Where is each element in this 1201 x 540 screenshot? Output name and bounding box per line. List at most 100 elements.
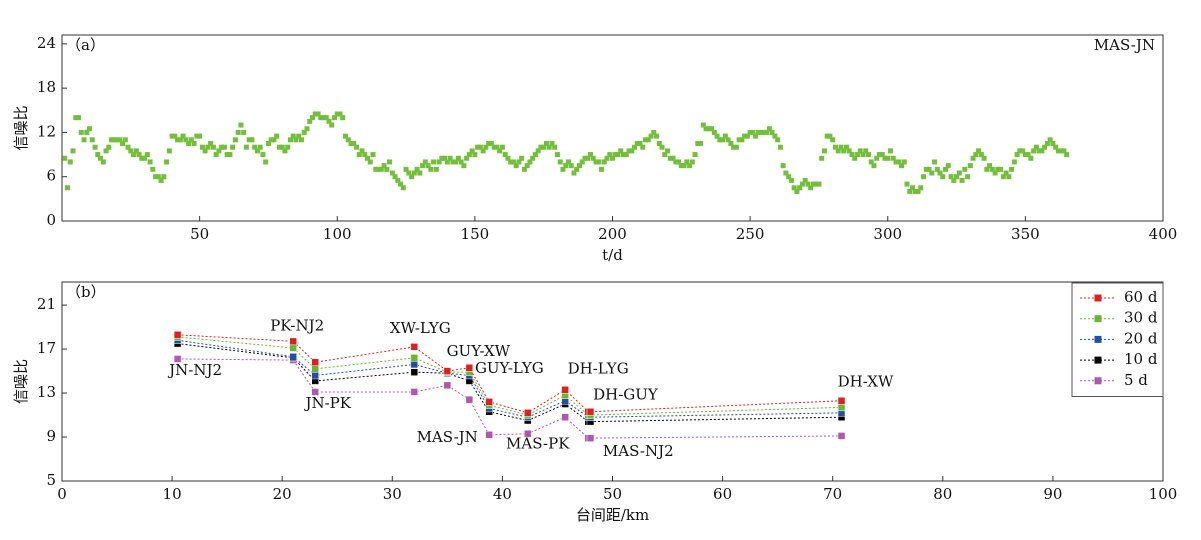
point bbox=[852, 155, 858, 161]
point bbox=[125, 144, 131, 150]
legend-label: 10 d bbox=[1124, 350, 1158, 368]
legend-marker bbox=[1094, 335, 1102, 343]
point bbox=[560, 166, 566, 172]
point bbox=[711, 129, 717, 135]
point bbox=[854, 152, 860, 158]
point bbox=[389, 170, 395, 176]
x-tick-label: 200 bbox=[598, 225, 627, 243]
point bbox=[865, 152, 871, 158]
point bbox=[568, 163, 574, 169]
point bbox=[81, 137, 87, 143]
point bbox=[899, 163, 905, 169]
point-label: MAS-NJ2 bbox=[603, 442, 674, 460]
point bbox=[940, 174, 946, 180]
point bbox=[166, 148, 172, 154]
point bbox=[621, 152, 627, 158]
point bbox=[863, 148, 869, 154]
point bbox=[554, 152, 560, 158]
annotation: MAS-JN bbox=[1094, 36, 1155, 54]
point bbox=[744, 133, 750, 139]
point bbox=[133, 148, 139, 154]
point bbox=[841, 148, 847, 154]
point bbox=[483, 144, 489, 150]
point bbox=[409, 174, 415, 180]
point bbox=[777, 144, 783, 150]
point bbox=[208, 141, 214, 146]
point bbox=[326, 118, 332, 124]
point bbox=[805, 181, 811, 187]
x-tick-label: 60 bbox=[713, 485, 732, 503]
point bbox=[175, 137, 181, 143]
x-tick-label: 100 bbox=[1149, 485, 1178, 503]
point bbox=[224, 152, 230, 158]
point bbox=[311, 365, 319, 373]
point bbox=[406, 170, 412, 176]
point bbox=[351, 141, 357, 146]
point bbox=[585, 155, 591, 161]
point bbox=[1003, 170, 1009, 176]
y-tick-label: 24 bbox=[37, 34, 56, 52]
point bbox=[455, 155, 461, 161]
point bbox=[837, 403, 846, 412]
point bbox=[832, 144, 838, 150]
x-tick-label: 50 bbox=[603, 485, 622, 503]
point bbox=[667, 155, 673, 161]
point bbox=[433, 166, 439, 172]
x-tick-label: 400 bbox=[1149, 225, 1178, 243]
point bbox=[923, 166, 929, 172]
point bbox=[230, 144, 236, 150]
point bbox=[485, 431, 493, 439]
point bbox=[1053, 144, 1059, 150]
point bbox=[428, 166, 434, 172]
point bbox=[1036, 148, 1042, 154]
point bbox=[268, 137, 274, 143]
point bbox=[362, 152, 368, 158]
point bbox=[549, 141, 555, 146]
x-tick-label: 90 bbox=[1043, 485, 1062, 503]
point bbox=[180, 133, 186, 139]
point bbox=[128, 148, 134, 154]
point bbox=[728, 141, 734, 146]
point bbox=[824, 133, 830, 139]
point bbox=[241, 129, 247, 135]
point bbox=[257, 144, 263, 150]
point bbox=[103, 148, 109, 154]
point bbox=[1028, 155, 1034, 161]
point bbox=[312, 111, 318, 117]
point bbox=[238, 122, 244, 128]
point bbox=[766, 126, 772, 132]
point bbox=[586, 434, 595, 442]
point bbox=[656, 141, 662, 146]
point bbox=[216, 148, 222, 154]
point bbox=[254, 148, 260, 154]
point bbox=[1031, 148, 1037, 154]
point bbox=[289, 337, 297, 346]
point bbox=[508, 159, 514, 165]
point bbox=[410, 343, 419, 351]
point bbox=[557, 159, 563, 165]
point bbox=[494, 144, 500, 150]
point bbox=[951, 177, 957, 183]
point bbox=[447, 155, 453, 161]
point bbox=[623, 152, 629, 158]
point bbox=[422, 159, 428, 165]
point bbox=[576, 163, 582, 169]
point bbox=[659, 144, 665, 150]
point bbox=[640, 144, 646, 150]
legend-label: 60 d bbox=[1124, 288, 1158, 306]
point bbox=[465, 395, 474, 404]
point bbox=[612, 152, 618, 158]
point bbox=[543, 141, 549, 146]
point bbox=[356, 152, 362, 158]
point bbox=[282, 148, 288, 154]
point bbox=[320, 115, 326, 121]
point bbox=[907, 188, 913, 194]
point bbox=[475, 144, 481, 150]
point bbox=[989, 166, 995, 172]
point bbox=[466, 152, 472, 158]
point bbox=[876, 152, 882, 158]
point bbox=[100, 159, 106, 165]
point bbox=[169, 133, 175, 139]
point bbox=[651, 129, 657, 135]
